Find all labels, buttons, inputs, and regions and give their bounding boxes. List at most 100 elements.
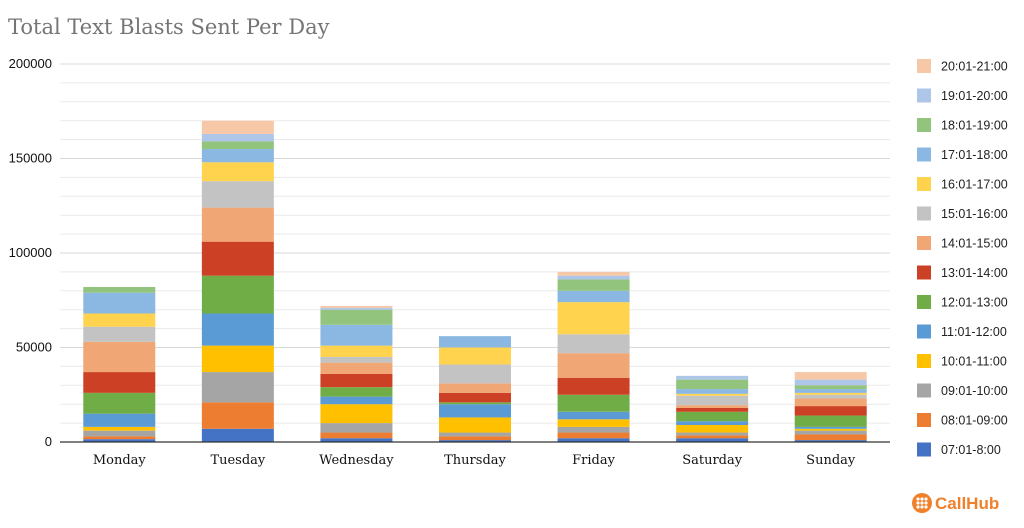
legend-label: 18:01-19:00 [941, 119, 1008, 133]
bar-segment [201, 313, 274, 346]
legend-swatch [917, 413, 931, 427]
bar-segment [201, 241, 274, 276]
y-tick-label: 100000 [9, 245, 52, 260]
legend-swatch [917, 147, 931, 162]
bar-segment [676, 393, 749, 396]
bar-segment [201, 162, 274, 182]
legend-label: 09:01-10:00 [941, 384, 1008, 398]
legend-swatch [917, 324, 931, 339]
x-tick-label: Monday [93, 453, 147, 468]
bar-segment [83, 326, 156, 342]
bar-segment [439, 417, 511, 433]
legend-swatch [917, 265, 931, 280]
bar-segment [83, 341, 156, 373]
legend-swatch [917, 177, 931, 191]
bars [83, 120, 867, 442]
x-tick-label: Wednesday [319, 453, 394, 468]
bar-segment [201, 181, 274, 208]
bar-segment [83, 436, 156, 440]
y-tick-label: 50000 [16, 340, 52, 355]
bar-segment [676, 375, 749, 380]
x-tick-label: Thursday [444, 453, 506, 468]
bar-segment [201, 275, 274, 314]
bar-segment [794, 440, 867, 442]
bar-segment [83, 313, 156, 327]
bar-segment [676, 411, 749, 422]
y-tick-label: 150000 [9, 151, 52, 166]
legend-label: 15:01-16:00 [941, 207, 1008, 221]
bar-segment [794, 428, 867, 431]
bar-segment [557, 353, 630, 378]
bar-segment [676, 438, 749, 442]
bar-segment [794, 426, 867, 429]
bar-segment [320, 387, 393, 397]
x-axis-ticks: Monday Tuesday Wednesday Thursday Friday Satu… [93, 453, 856, 468]
callhub-logo: CallHub [912, 493, 999, 513]
bar-segment [794, 415, 867, 427]
bar-segment [794, 379, 867, 386]
bar-segment [557, 426, 630, 433]
bar-segment [557, 290, 630, 303]
bar-segment [676, 435, 749, 439]
legend-label: 08:01-09:00 [941, 414, 1008, 428]
bar-segment [794, 434, 867, 441]
brand-name: CallHub [935, 494, 999, 513]
bar-segment [83, 372, 156, 393]
bar-segment [676, 407, 749, 412]
bar-segment [320, 324, 393, 346]
bar-segment [794, 430, 867, 435]
legend-swatch [917, 88, 931, 103]
bar-segment [557, 275, 630, 280]
x-tick-label: Friday [572, 453, 615, 468]
bar-segment [439, 404, 511, 418]
legend-label: 20:01-21:00 [941, 60, 1008, 74]
bar-segment [439, 432, 511, 437]
gridlines [60, 63, 890, 424]
y-axis-ticks: 0 50000 100000 150000 200000 [9, 56, 52, 449]
bar-segment [201, 133, 274, 142]
bar-segment [320, 309, 393, 325]
legend: 20:01-21:00 19:01-20:00 18:01-19:00 17:01-1… [917, 59, 1008, 457]
bar-segment [794, 398, 867, 407]
y-tick-label: 200000 [9, 56, 52, 71]
bar-segment [557, 438, 630, 442]
x-tick-label: Tuesday [210, 453, 265, 468]
legend-swatch [917, 236, 931, 250]
legend-label: 13:01-14:00 [941, 266, 1008, 280]
bar-segment [83, 287, 156, 293]
bar-segment [439, 336, 511, 348]
x-tick-label: Saturday [682, 453, 743, 468]
bar-segment [201, 207, 274, 242]
x-tick-label: Sunday [806, 453, 856, 468]
legend-label: 07:01-8:00 [941, 443, 1001, 457]
bar-segment [320, 345, 393, 357]
bar-segment [439, 392, 511, 403]
bar-segment [676, 424, 749, 433]
legend-swatch [917, 59, 931, 73]
bar-segment [201, 141, 274, 150]
bar-segment [439, 364, 511, 384]
bar-segment [83, 430, 156, 437]
legend-swatch [917, 295, 931, 309]
bar-segment [557, 279, 630, 291]
legend-swatch [917, 118, 931, 132]
y-tick-label: 0 [45, 434, 52, 449]
legend-swatch [917, 206, 931, 221]
bar-segment [557, 432, 630, 439]
legend-label: 11:01-12:00 [941, 325, 1007, 339]
bar-segment [439, 402, 511, 405]
bar-segment [320, 356, 393, 363]
legend-label: 19:01-20:00 [941, 89, 1008, 103]
bar-segment [320, 307, 393, 310]
bar-segment [676, 379, 749, 390]
legend-swatch [917, 354, 931, 368]
bar-segment [557, 411, 630, 420]
bar-segment [83, 413, 156, 427]
bar-segment [320, 404, 393, 424]
bar-segment [794, 392, 867, 395]
legend-swatch [917, 383, 931, 398]
bar-segment [794, 389, 867, 393]
bar-segment [794, 394, 867, 399]
bar-segment [320, 432, 393, 439]
